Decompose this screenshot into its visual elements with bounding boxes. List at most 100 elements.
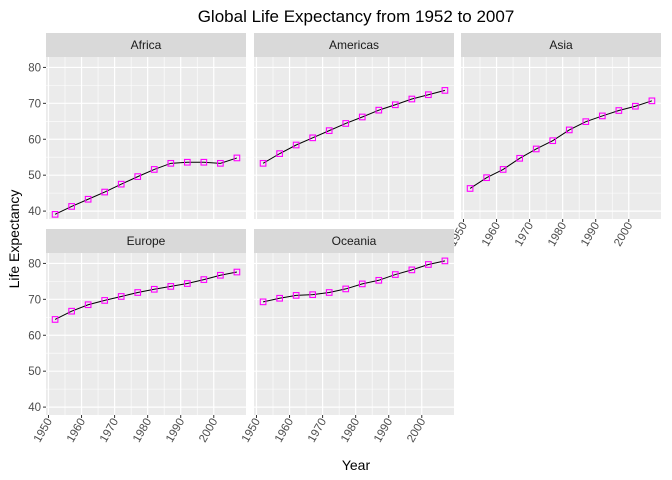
data-point — [499, 166, 507, 173]
data-point — [441, 257, 449, 265]
facet-strip — [254, 229, 454, 253]
data-point — [84, 301, 92, 309]
x-tick-label: 1990 — [579, 221, 602, 249]
data-point — [51, 210, 59, 218]
data-point — [375, 276, 383, 284]
data-point — [391, 271, 399, 278]
x-tick-label: 1950 — [32, 417, 55, 445]
y-tick-label: 70 — [28, 98, 41, 110]
data-point — [391, 101, 399, 109]
data-point — [358, 280, 366, 288]
data-point — [408, 95, 416, 103]
y-tick-label: 80 — [28, 258, 41, 270]
facet-strip — [46, 33, 246, 57]
facet-oceania: Oceania 1950 1960 1970 1980 1990 2000 — [240, 229, 454, 445]
x-tick-label: 1960 — [273, 417, 296, 445]
data-point — [200, 276, 208, 283]
data-point — [358, 113, 366, 121]
data-point — [425, 261, 432, 268]
x-tick-label: 1950 — [240, 417, 263, 445]
x-tick-label: 1970 — [98, 417, 121, 445]
x-tick-label: 1970 — [306, 417, 329, 445]
panel-background — [46, 253, 246, 415]
data-point — [342, 120, 350, 127]
data-point — [134, 289, 142, 296]
x-tick-label: 1960 — [480, 221, 503, 249]
facet-africa: Africa 40 50 60 70 80 — [28, 33, 246, 219]
x-tick-label: 1980 — [339, 417, 362, 445]
x-tick-label: 1990 — [164, 417, 187, 445]
data-point — [134, 173, 142, 180]
x-tick-label: 2000 — [197, 417, 220, 445]
data-point — [183, 280, 191, 287]
y-tick-label: 80 — [28, 62, 41, 74]
panel-background — [254, 57, 454, 219]
data-point — [183, 158, 191, 166]
x-tick-label: 1990 — [372, 417, 395, 445]
panel-background — [46, 57, 246, 219]
data-point — [598, 112, 606, 120]
data-point — [217, 159, 224, 167]
data-point — [549, 137, 557, 145]
data-point — [309, 134, 317, 142]
x-tick-label: 1960 — [65, 417, 88, 445]
x-tick-label: 2000 — [612, 221, 635, 249]
data-point — [325, 289, 333, 296]
data-point — [466, 185, 474, 192]
y-tick-label: 60 — [28, 134, 41, 146]
data-point — [233, 268, 241, 276]
chart-title: Global Life Expectancy from 1952 to 2007 — [198, 7, 515, 26]
x-axis-title: Year — [342, 457, 371, 473]
x-tick-label: 1980 — [546, 221, 569, 249]
data-point — [150, 285, 158, 293]
data-point — [101, 188, 109, 196]
data-point — [516, 154, 524, 162]
y-tick-label: 40 — [28, 206, 41, 218]
y-tick-label: 50 — [28, 170, 41, 182]
y-tick-label: 60 — [28, 330, 41, 342]
facet-strip-label: Asia — [549, 38, 573, 52]
data-point — [167, 159, 175, 167]
x-tick-label: 1970 — [513, 221, 536, 249]
y-tick-label: 70 — [28, 294, 41, 306]
facet-strip — [254, 33, 454, 57]
data-point — [425, 91, 432, 99]
data-point — [648, 97, 656, 105]
data-point — [325, 127, 333, 134]
data-point — [167, 283, 175, 290]
data-point — [101, 297, 109, 304]
facet-strip-label: Europe — [127, 234, 166, 248]
panel-background — [254, 253, 454, 415]
data-point — [68, 307, 75, 315]
data-point — [233, 154, 241, 162]
data-point — [532, 145, 540, 153]
y-axis-title: Life Expectancy — [6, 190, 22, 289]
data-point — [117, 293, 125, 300]
facet-strip-label: Oceania — [332, 234, 377, 248]
y-tick-label: 40 — [28, 402, 41, 414]
facet-americas: Americas — [254, 33, 454, 219]
data-point — [582, 118, 590, 126]
data-point — [565, 126, 573, 134]
x-tick-label: 2000 — [405, 417, 428, 445]
data-point — [150, 166, 158, 173]
data-point — [259, 159, 267, 167]
facet-europe: Europe 40 50 60 70 80 1950 1960 1970 1980 1990 2000 — [28, 229, 246, 445]
data-point — [408, 266, 416, 274]
data-point — [84, 195, 92, 203]
data-point — [615, 107, 623, 114]
data-point — [632, 102, 639, 110]
data-point — [292, 292, 300, 299]
data-point — [259, 298, 267, 306]
y-tick-label: 50 — [28, 366, 41, 378]
facet-strip-label: Americas — [329, 38, 379, 52]
facet-panels: Africa 40 50 60 70 80 Americas Asia 1950 1960 1970… — [28, 33, 661, 445]
x-tick-label: 1980 — [131, 417, 154, 445]
data-point — [375, 106, 383, 114]
panel-background — [461, 57, 661, 219]
facet-strip — [461, 33, 661, 57]
data-point — [200, 158, 208, 166]
data-point — [441, 87, 449, 94]
